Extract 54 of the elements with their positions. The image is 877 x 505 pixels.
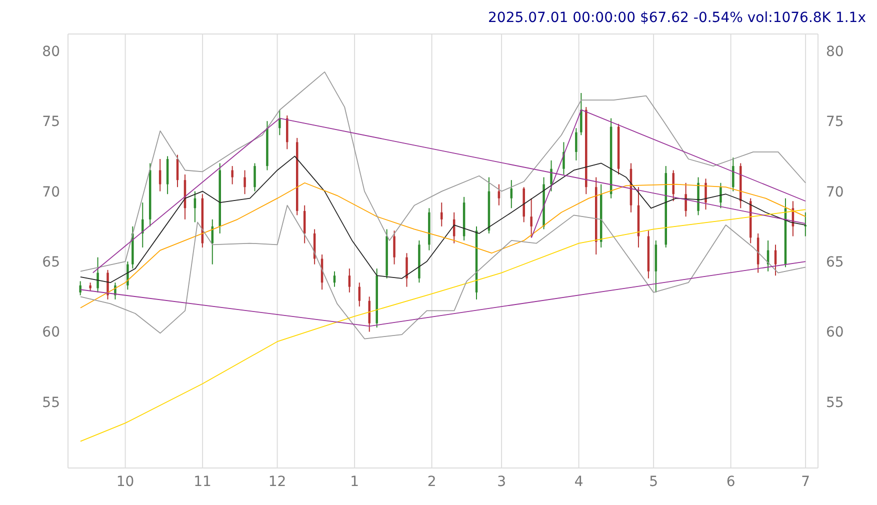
candlestick bbox=[393, 230, 396, 265]
x-tick-label: 12 bbox=[268, 474, 286, 490]
y-tick-label: 75 bbox=[42, 114, 60, 130]
line-series bbox=[80, 71, 806, 272]
candlestick bbox=[575, 128, 578, 161]
candlestick bbox=[244, 170, 246, 195]
y2-tick-label: 65 bbox=[826, 254, 844, 271]
x-tick-label: 1 bbox=[350, 474, 360, 490]
candlestick bbox=[406, 252, 408, 288]
candlestick bbox=[510, 180, 513, 209]
x-tick-label: 3 bbox=[497, 474, 506, 490]
y2-tick-label: 70 bbox=[826, 184, 844, 200]
candlestick bbox=[96, 256, 99, 293]
x-tick-label: 10 bbox=[116, 474, 134, 490]
x-tick-label: 2 bbox=[427, 474, 436, 490]
candlestick bbox=[562, 142, 565, 175]
y2-tick-label: 55 bbox=[826, 394, 844, 411]
chart-title: 2025.07.01 00:00:00 $67.62 -0.54% vol:1076.8K 1.1x bbox=[488, 10, 866, 26]
x-tick-label: 4 bbox=[574, 474, 584, 490]
candlestick bbox=[530, 198, 532, 238]
candlestick bbox=[231, 166, 234, 185]
y-tick-label: 60 bbox=[42, 324, 60, 341]
y-tick-label: 80 bbox=[42, 44, 60, 60]
candlestick bbox=[126, 261, 129, 290]
candlestick bbox=[278, 109, 281, 136]
candlestick bbox=[580, 92, 582, 136]
line-series bbox=[80, 204, 806, 340]
candlestick bbox=[704, 178, 707, 210]
x-tick-label: 7 bbox=[801, 474, 810, 490]
line-series bbox=[80, 209, 806, 442]
line-series bbox=[80, 156, 806, 284]
candlestick bbox=[720, 182, 722, 209]
candlestick bbox=[158, 158, 162, 192]
candlestick bbox=[550, 160, 552, 192]
y-tick-label: 55 bbox=[42, 394, 60, 411]
y2-tick-label: 75 bbox=[826, 114, 844, 130]
candlestick bbox=[672, 170, 674, 202]
candlestick bbox=[440, 202, 443, 227]
y2-tick-label: 80 bbox=[826, 44, 844, 60]
x-tick-label: 5 bbox=[649, 474, 658, 490]
y-tick-label: 70 bbox=[42, 184, 60, 200]
x-tick-label: 11 bbox=[194, 474, 212, 490]
candlestick bbox=[368, 296, 370, 332]
candlestick bbox=[254, 162, 256, 192]
candlestick bbox=[79, 280, 82, 296]
y-tick-label: 65 bbox=[42, 254, 60, 271]
candlestick bbox=[732, 157, 734, 192]
y2-tick-label: 60 bbox=[826, 324, 844, 341]
x-tick-label: 6 bbox=[726, 474, 736, 490]
candlestick bbox=[684, 182, 687, 218]
line-series bbox=[80, 182, 806, 308]
candlestick bbox=[286, 114, 288, 150]
candlestick bbox=[106, 269, 109, 300]
candlestick bbox=[348, 268, 351, 293]
